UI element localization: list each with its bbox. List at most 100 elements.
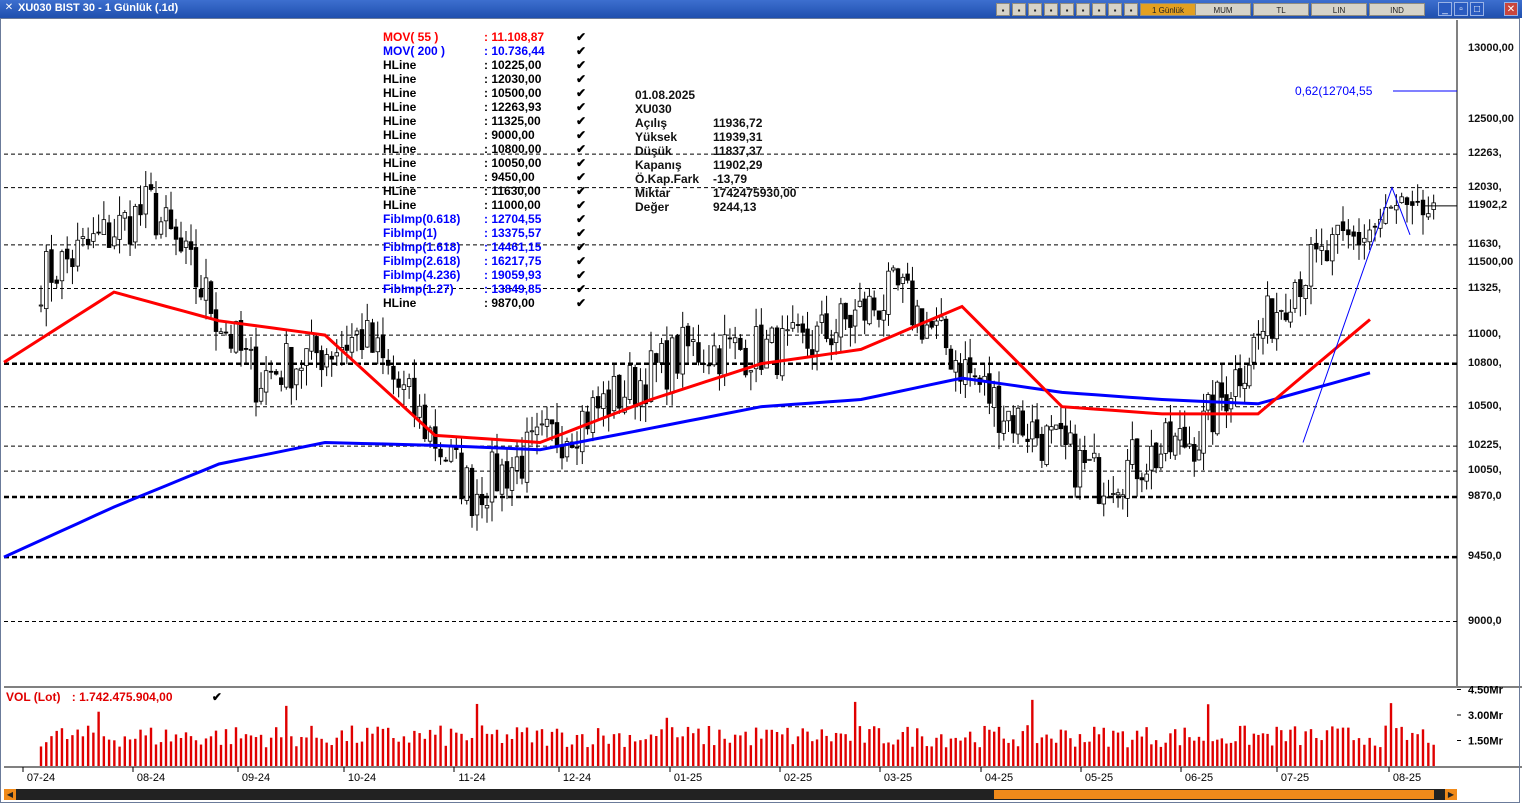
check-icon[interactable]: ✔ [576, 128, 587, 142]
toolbar-button[interactable]: 1 Günlük [1140, 3, 1196, 16]
candle-body [1087, 458, 1092, 461]
close-icon[interactable]: ✕ [1504, 2, 1518, 16]
candle-body [871, 297, 877, 311]
check-icon[interactable]: ✔ [576, 100, 587, 114]
info-value: 9244,13 [713, 200, 757, 214]
arrow-icon[interactable]: ▪ [1124, 3, 1138, 16]
check-icon[interactable]: ✔ [576, 268, 587, 282]
volume-bar [249, 735, 253, 766]
candle-body [1096, 457, 1102, 504]
redo-icon[interactable]: ▪ [1044, 3, 1058, 16]
candle-body [891, 267, 896, 271]
check-icon[interactable]: ✔ [576, 282, 587, 296]
check-icon[interactable]: ✔ [576, 296, 587, 310]
info-value: 11936,72 [713, 116, 763, 130]
check-icon[interactable]: ✔ [576, 142, 587, 156]
volume-bar [906, 726, 909, 766]
volume-bar [159, 742, 163, 766]
check-icon[interactable]: ✔ [576, 170, 587, 184]
price-axis-label: 9870,0 [1468, 489, 1502, 502]
candle-body [499, 464, 505, 495]
legend-label: FibImp(1.27) [383, 282, 454, 296]
candle-body [1399, 196, 1404, 204]
check-icon[interactable]: ✔ [576, 184, 587, 198]
legend-value: : 12263,93 [484, 100, 542, 114]
volume-bar [1140, 736, 1144, 766]
volume-bar [820, 729, 824, 766]
candle-body [64, 248, 70, 260]
candle-body [800, 323, 805, 333]
close-chart-icon[interactable]: ✕ [4, 2, 14, 13]
volume-bar [1220, 738, 1224, 766]
volume-bar [1145, 727, 1148, 766]
volume-bar [490, 734, 494, 766]
legend-value: : 10050,00 [484, 156, 542, 170]
legend-value: : 13375,57 [484, 226, 542, 240]
check-icon[interactable]: ✔ [576, 114, 587, 128]
candle-body [1115, 492, 1121, 496]
check-icon[interactable]: ✔ [576, 86, 587, 100]
candle-body [101, 219, 107, 235]
candle-body [574, 446, 580, 449]
check-icon[interactable]: ✔ [576, 226, 587, 240]
candle-body [706, 364, 712, 367]
volume-bar [444, 745, 448, 766]
volume-bar [1107, 746, 1110, 766]
minimize-icon[interactable]: _ [1438, 2, 1452, 16]
check-icon[interactable]: ✔ [211, 690, 222, 704]
toolbar-button[interactable]: IND [1369, 3, 1425, 16]
volume-bar [882, 743, 885, 766]
volume-bar [520, 732, 524, 766]
grid-icon[interactable]: ▪ [996, 3, 1010, 16]
volume-bar [428, 729, 432, 766]
layout-icon[interactable]: ▪ [1012, 3, 1026, 16]
restore-icon[interactable]: ▫ [1454, 2, 1468, 16]
volume-bar [214, 730, 218, 766]
legend-value: : 10800,00 [484, 142, 542, 156]
tools-icon[interactable]: ▪ [1108, 3, 1122, 16]
candle-body [359, 329, 365, 351]
volume-bar [1031, 699, 1034, 766]
toolbar-button[interactable]: TL [1253, 3, 1309, 16]
legend-label: HLine [383, 156, 417, 170]
zoom-icon[interactable]: ▪ [1076, 3, 1090, 16]
info-value: 1742475930,00 [713, 186, 797, 200]
volume-bar [676, 737, 679, 766]
info-key: Değer [635, 200, 670, 214]
check-icon[interactable]: ✔ [576, 30, 587, 44]
candle-body [881, 310, 886, 321]
volume-bar [575, 734, 579, 766]
maximize-icon[interactable]: □ [1470, 2, 1484, 16]
check-icon[interactable]: ✔ [576, 58, 587, 72]
scroll-thumb[interactable] [994, 790, 1434, 799]
chart-icon[interactable]: ▪ [1060, 3, 1074, 16]
volume-bar [1183, 727, 1186, 766]
volume-bar [723, 738, 726, 766]
check-icon[interactable]: ✔ [576, 44, 587, 58]
scroll-left-icon[interactable]: ◀ [4, 789, 16, 800]
candle-body [1298, 279, 1303, 298]
check-icon[interactable]: ✔ [576, 198, 587, 212]
toolbar-button[interactable]: MUM [1195, 3, 1251, 16]
undo-icon[interactable]: ▪ [1028, 3, 1042, 16]
shapes-icon[interactable]: ▪ [1092, 3, 1106, 16]
volume-bar [460, 733, 463, 766]
legend-label: HLine [383, 296, 417, 310]
volume-bar [775, 731, 779, 766]
volume-bar [770, 729, 774, 766]
candle-body [380, 334, 386, 359]
toolbar-button[interactable]: LIN [1311, 3, 1367, 16]
scroll-right-icon[interactable]: ▶ [1445, 789, 1457, 800]
check-icon[interactable]: ✔ [576, 72, 587, 86]
volume-bar [1126, 747, 1129, 766]
volume-bar [1411, 732, 1414, 766]
check-icon[interactable]: ✔ [576, 254, 587, 268]
volume-bar [310, 725, 313, 766]
check-icon[interactable]: ✔ [576, 156, 587, 170]
check-icon[interactable]: ✔ [576, 240, 587, 254]
candle-body [780, 328, 785, 377]
horizontal-scrollbar[interactable]: ◀ ▶ [4, 789, 1457, 800]
check-icon[interactable]: ✔ [576, 212, 587, 226]
candle-body [900, 276, 906, 284]
